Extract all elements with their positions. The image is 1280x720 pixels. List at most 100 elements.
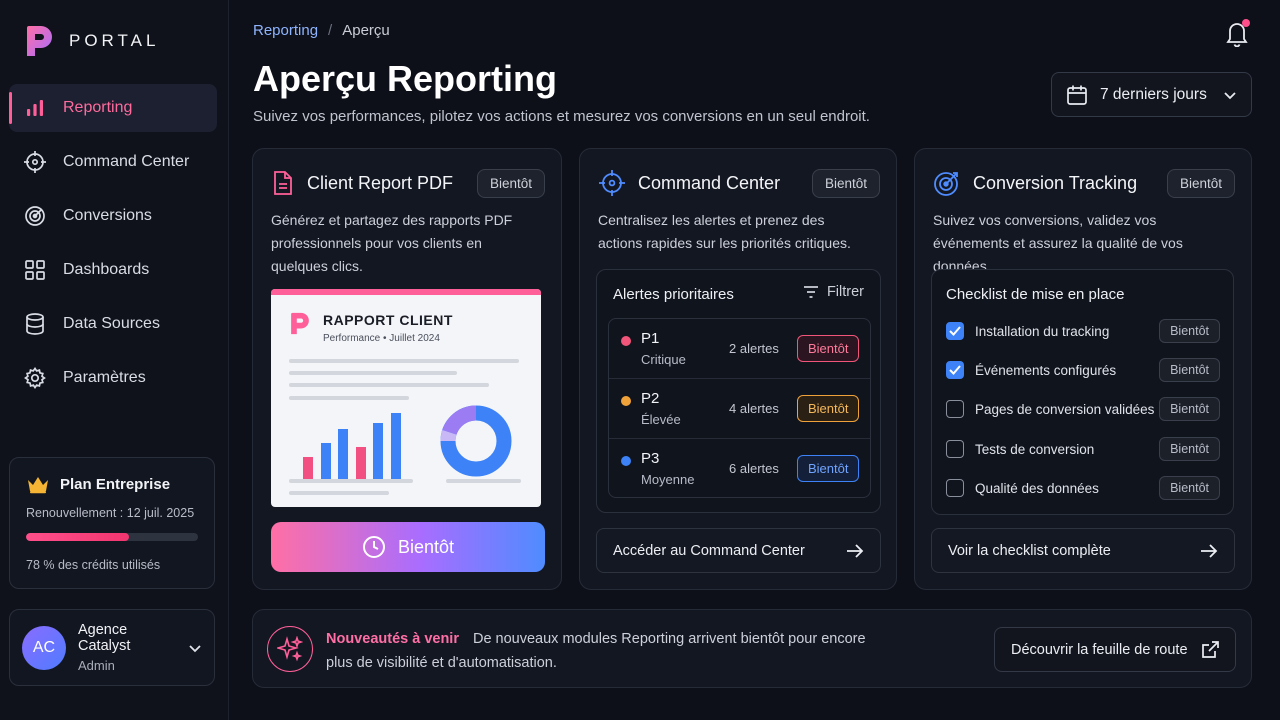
button-label: Accéder au Command Center [613, 542, 805, 559]
checkbox-unchecked[interactable] [946, 400, 964, 418]
alert-row-p2[interactable]: P2 Élevée 4 alertes Bientôt [609, 379, 870, 439]
preview-accent-bar [271, 289, 541, 295]
priority-dot [621, 336, 631, 346]
alert-priority: P3 [641, 450, 660, 467]
preview-subtitle: Performance • Juillet 2024 [323, 333, 440, 344]
checklist-label: Installation du tracking [975, 323, 1110, 339]
card-header: Client Report PDF Bientôt [271, 167, 545, 199]
alerts-list: P1 Critique 2 alertes Bientôt P2 Élevée … [608, 318, 871, 498]
status-badge: Bientôt [476, 168, 545, 198]
sidebar-nav: Reporting Command Center Conversions Das… [9, 84, 217, 408]
checklist-label: Pages de conversion validées [975, 401, 1155, 417]
crosshair-icon [598, 169, 626, 197]
card-description: Générez et partagez des rapports PDF pro… [271, 212, 513, 274]
open-command-center-button[interactable]: Accéder au Command Center [596, 528, 881, 573]
view-full-checklist-button[interactable]: Voir la checklist complète [931, 528, 1235, 573]
checklist-title: Checklist de mise en place [946, 286, 1125, 303]
account-name: Agence Catalyst [78, 622, 131, 654]
brand[interactable]: PORTAL [24, 24, 159, 58]
brand-name: PORTAL [69, 31, 160, 50]
card-header: Conversion Tracking Bientôt [933, 167, 1235, 199]
checklist-item[interactable]: Installation du tracking Bientôt [946, 318, 1220, 344]
card-description: Centralisez les alertes et prenez des ac… [598, 212, 851, 251]
card-header: Command Center Bientôt [598, 167, 880, 199]
sidebar-item-label: Data Sources [63, 315, 160, 332]
period-value: 7 derniers jours [1100, 85, 1207, 103]
breadcrumb: Reporting / Aperçu [253, 22, 390, 39]
status-badge: Bientôt [1159, 476, 1220, 500]
sidebar-item-reporting[interactable]: Reporting [9, 84, 217, 132]
account-switcher[interactable]: AC Agence Catalyst Admin [9, 609, 215, 686]
alert-priority: P2 [641, 390, 660, 407]
credits-progress-bar [26, 533, 198, 541]
checklist-label: Qualité des données [975, 480, 1099, 496]
checklist-item[interactable]: Événements configurés Bientôt [946, 357, 1220, 383]
status-badge: Bientôt [1159, 358, 1220, 382]
preview-mock-graphics [289, 359, 521, 495]
status-badge: Bientôt [1159, 397, 1220, 421]
plan-renewal: Renouvellement : 12 juil. 2025 [26, 506, 195, 520]
card-title: Command Center [638, 172, 781, 193]
calendar-icon [1066, 84, 1088, 106]
grid-icon [23, 258, 47, 282]
checkbox-checked[interactable] [946, 322, 964, 340]
alerts-title: Alertes prioritaires [613, 286, 734, 303]
checkbox-unchecked[interactable] [946, 479, 964, 497]
alert-row-p1[interactable]: P1 Critique 2 alertes Bientôt [609, 319, 870, 379]
client-report-card: Client Report PDF Bientôt Générez et par… [252, 148, 562, 590]
button-label: Voir la checklist complète [948, 542, 1111, 559]
checklist-item[interactable]: Tests de conversion Bientôt [946, 436, 1220, 462]
priority-alerts-panel: Alertes prioritaires Filtrer P1 Critique… [596, 269, 881, 513]
upcoming-features-banner: Nouveautés à venir De nouveaux modules Re… [252, 609, 1252, 688]
credits-used-label: 78 % des crédits utilisés [26, 558, 161, 572]
database-icon [23, 312, 47, 336]
checkbox-checked[interactable] [946, 361, 964, 379]
sidebar: PORTAL Reporting Command Center Conversi… [0, 0, 229, 720]
breadcrumb-current: Aperçu [342, 22, 390, 39]
checkbox-unchecked[interactable] [946, 440, 964, 458]
bar-chart-icon [23, 96, 47, 120]
card-description: Suivez vos conversions, validez vos évén… [933, 212, 1183, 274]
arrow-right-icon [1200, 543, 1218, 559]
priority-dot [621, 456, 631, 466]
card-title: Client Report PDF [307, 172, 454, 193]
sidebar-item-label: Reporting [63, 99, 133, 116]
breadcrumb-link-reporting[interactable]: Reporting [253, 22, 319, 39]
sidebar-item-parametres[interactable]: Paramètres [9, 354, 217, 402]
clock-icon [362, 535, 386, 559]
banner-text: Nouveautés à venir De nouveaux modules Re… [326, 627, 886, 675]
plan-header: Plan Entreprise [26, 474, 198, 494]
checklist-item[interactable]: Qualité des données Bientôt [946, 475, 1220, 501]
period-select[interactable]: 7 derniers jours [1051, 72, 1252, 117]
chevron-down-icon [1223, 88, 1237, 102]
notifications-button[interactable] [1224, 19, 1252, 49]
sidebar-item-conversions[interactable]: Conversions [9, 192, 217, 240]
checklist-label: Tests de conversion [975, 441, 1095, 457]
report-soon-button[interactable]: Bientôt [271, 522, 545, 572]
conversion-tracking-card: Conversion Tracking Bientôt Suivez vos c… [914, 148, 1252, 590]
sidebar-item-label: Dashboards [63, 261, 150, 278]
sidebar-item-command-center[interactable]: Command Center [9, 138, 217, 186]
button-label: Bientôt [397, 536, 455, 557]
portal-logo-icon [289, 311, 311, 336]
status-badge: Bientôt [1159, 319, 1220, 343]
credits-progress-fill [26, 533, 130, 541]
alert-row-p3[interactable]: P3 Moyenne 6 alertes Bientôt [609, 439, 870, 499]
sidebar-item-dashboards[interactable]: Dashboards [9, 246, 217, 294]
account-role: Admin [78, 658, 115, 673]
plan-title: Plan Entreprise [60, 475, 171, 493]
filter-icon [803, 285, 819, 299]
checklist-item[interactable]: Pages de conversion validées Bientôt [946, 396, 1220, 422]
banner-highlight: Nouveautés à venir [326, 631, 459, 647]
target-icon [933, 169, 961, 197]
sidebar-item-label: Conversions [63, 207, 152, 224]
command-center-card: Command Center Bientôt Centralisez les a… [579, 148, 897, 590]
status-badge: Bientôt [811, 168, 880, 198]
sidebar-item-data-sources[interactable]: Data Sources [9, 300, 217, 348]
roadmap-button[interactable]: Découvrir la feuille de route [994, 627, 1236, 672]
bell-icon [1224, 19, 1252, 47]
checklist-label: Événements configurés [975, 362, 1117, 378]
status-badge: Bientôt [1159, 437, 1220, 461]
filter-button[interactable]: Filtrer [803, 284, 864, 300]
preview-title: RAPPORT CLIENT [323, 312, 453, 328]
